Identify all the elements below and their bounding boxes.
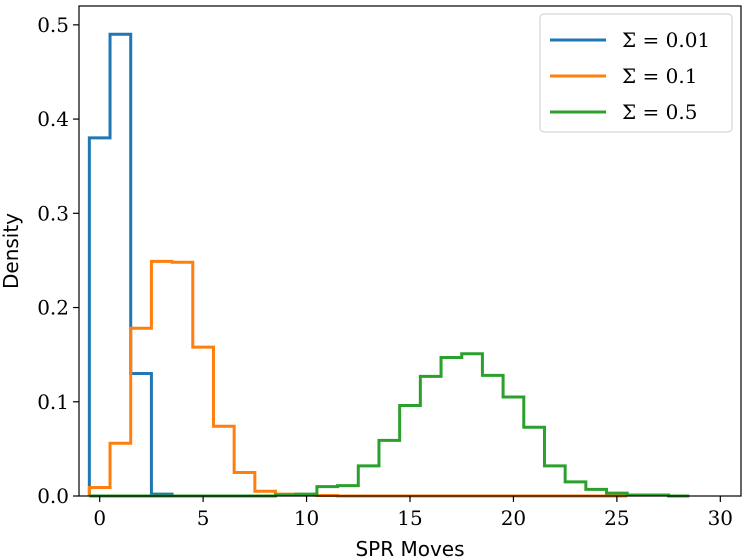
y-tick-label: 0.2 [37, 296, 69, 320]
legend: Σ = 0.01 Σ = 0.1 Σ = 0.5 [539, 13, 733, 133]
x-axis-ticks: 0 5 10 15 20 25 30 [93, 496, 733, 530]
histogram-series-1 [87, 32, 174, 496]
x-tick-label: 5 [197, 506, 210, 530]
y-axis-ticks: 0.0 0.1 0.2 0.3 0.4 0.5 [37, 13, 79, 508]
x-axis-label: SPR Moves [355, 537, 464, 560]
histogram-series-2 [87, 259, 628, 498]
y-tick-label: 0.5 [37, 13, 69, 37]
histogram-series-3 [89, 352, 690, 498]
y-tick-label: 0.1 [37, 390, 69, 414]
legend-box [539, 13, 733, 133]
y-tick-label: 0.4 [37, 107, 69, 131]
x-tick-label: 15 [397, 506, 422, 530]
x-tick-label: 30 [708, 506, 733, 530]
y-tick-label: 0.3 [37, 201, 69, 225]
legend-label-3: Σ = 0.5 [622, 100, 697, 124]
legend-label-1: Σ = 0.01 [622, 28, 710, 52]
legend-label-2: Σ = 0.1 [622, 64, 697, 88]
x-tick-label: 10 [294, 506, 319, 530]
x-tick-label: 20 [501, 506, 526, 530]
x-tick-label: 0 [93, 506, 106, 530]
y-axis-label: Density [0, 213, 23, 289]
x-tick-label: 25 [604, 506, 629, 530]
y-tick-label: 0.0 [37, 484, 69, 508]
